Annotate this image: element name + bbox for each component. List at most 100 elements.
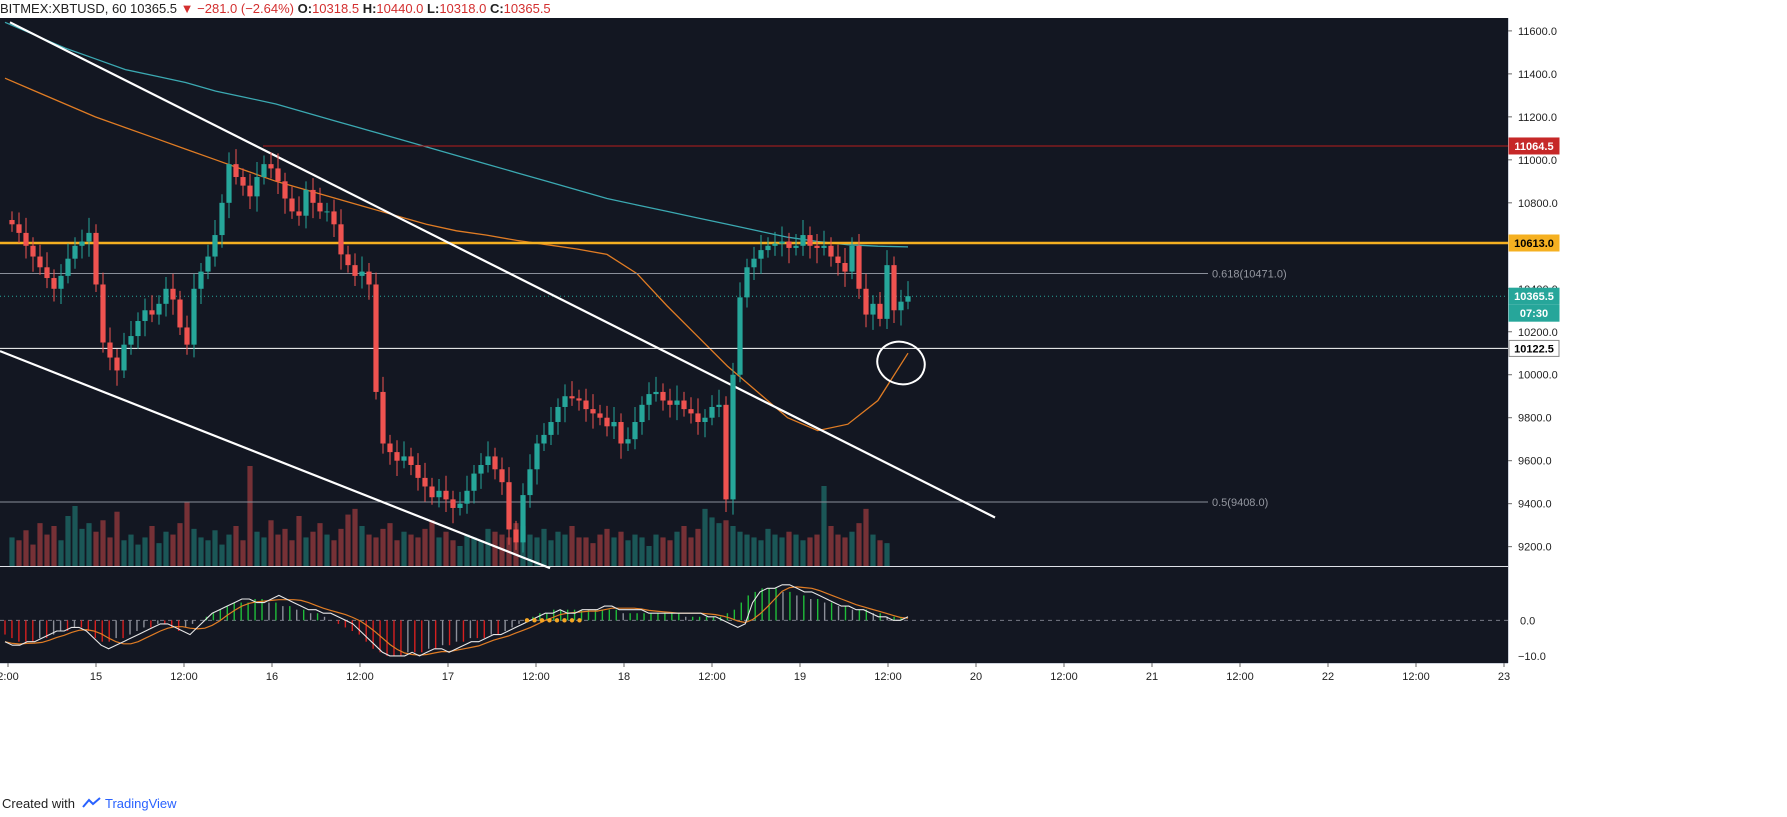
price-tag-last-bg xyxy=(1508,287,1560,305)
volume-bar xyxy=(170,534,176,566)
macd-cross-dot xyxy=(554,618,560,623)
candle-body xyxy=(23,232,29,246)
candle-body xyxy=(891,265,897,311)
candle-body xyxy=(93,232,99,285)
volume-bar xyxy=(247,466,253,566)
volume-bar xyxy=(16,540,22,566)
volume-bar xyxy=(632,534,638,566)
volume-bar xyxy=(674,531,680,566)
candle-body xyxy=(233,164,239,178)
time-tick-label: 12:00 xyxy=(1050,671,1078,683)
volume-bar xyxy=(289,540,295,566)
tradingview-link[interactable]: TradingView xyxy=(105,796,177,811)
candle-body xyxy=(317,202,323,212)
candle-body xyxy=(135,321,141,337)
candle-body xyxy=(793,245,799,248)
price-tag-red-text: 11064.5 xyxy=(1514,141,1553,153)
price-tag-last-text: 10365.5 xyxy=(1514,291,1554,303)
volume-bar xyxy=(597,534,603,566)
time-tick-label: 2:00 xyxy=(0,671,19,683)
price-tick-label: 11200.0 xyxy=(1518,112,1557,124)
time-tick-label: 23 xyxy=(1498,671,1510,683)
candle-body xyxy=(478,464,484,474)
time-tick-label: 15 xyxy=(90,671,102,683)
time-tick-label: 16 xyxy=(266,671,278,683)
candle-body xyxy=(366,271,372,285)
volume-bar xyxy=(534,537,540,566)
candle-body xyxy=(716,404,722,407)
candle-body xyxy=(121,344,127,371)
candle-body xyxy=(219,202,225,236)
candle-body xyxy=(226,164,232,203)
candle-body xyxy=(541,434,547,444)
volume-bar xyxy=(821,486,827,566)
volume-bar xyxy=(695,528,701,566)
macd-signal-line xyxy=(4,586,909,656)
candle-body xyxy=(758,250,764,259)
candle-body xyxy=(310,189,316,203)
price-axis[interactable]: 11600.011400.011200.011000.010800.010400… xyxy=(1508,26,1560,663)
candle-body xyxy=(590,409,596,414)
price-tick-label: 11400.0 xyxy=(1518,69,1557,81)
candle-body xyxy=(58,275,64,289)
volume-bar xyxy=(835,534,841,566)
time-axis[interactable]: 2:00 15 12:00 16 12:00 17 12:00 18 12:00 19 12:00 2… xyxy=(0,663,1510,683)
candle-body xyxy=(555,406,561,423)
candle-body xyxy=(198,271,204,289)
highlight-ellipse xyxy=(876,340,926,386)
candle-body xyxy=(765,245,771,251)
time-tick-label: 12:00 xyxy=(346,671,374,683)
volume-bar xyxy=(576,537,582,566)
high-value: 10440.0 xyxy=(376,1,424,16)
macd-zero-label: 0.0 xyxy=(1520,615,1535,627)
price-tick-label: 9800.0 xyxy=(1518,413,1552,425)
volume-bar xyxy=(779,537,785,566)
volume-bar xyxy=(842,537,848,566)
chart-background xyxy=(0,18,1508,663)
volume-bar xyxy=(471,537,477,566)
volume-bar xyxy=(457,546,463,566)
volume-bar xyxy=(394,540,400,566)
time-tick-label: 22 xyxy=(1322,671,1334,683)
ma-slow-line xyxy=(4,21,909,248)
candle-body xyxy=(156,303,162,315)
time-tick-label: 12:00 xyxy=(1402,671,1430,683)
volume-bar xyxy=(555,531,561,566)
volume-bar xyxy=(296,516,302,566)
time-tick-label: 12:00 xyxy=(698,671,726,683)
candle-body xyxy=(373,284,379,392)
volume-bar xyxy=(79,528,85,566)
volume-bar xyxy=(317,523,323,566)
open-value: 10318.5 xyxy=(312,1,360,16)
macd-cross-dot xyxy=(562,618,567,623)
countdown-tag-bg xyxy=(1508,304,1560,322)
volume-bar xyxy=(268,520,274,566)
candle-series xyxy=(9,149,911,553)
candle-body xyxy=(408,456,414,465)
volume-bar xyxy=(737,531,743,566)
price-tick-label: 11600.0 xyxy=(1518,26,1557,38)
volume-bar xyxy=(58,540,64,566)
volume-bar xyxy=(884,543,890,566)
candle-body xyxy=(114,357,120,371)
volume-bar xyxy=(177,523,183,566)
candle-body xyxy=(457,503,463,508)
candle-body xyxy=(387,443,393,453)
candle-body xyxy=(86,232,92,242)
volume-bar xyxy=(618,531,624,566)
time-axis-panel xyxy=(0,663,1508,792)
macd-cross-dot xyxy=(577,618,582,623)
volume-bar xyxy=(807,537,813,566)
countdown-tag-text: 07:30 xyxy=(1520,308,1548,320)
descending-trendline-lower xyxy=(0,350,551,570)
volume-bar xyxy=(149,526,155,566)
candle-body xyxy=(149,310,155,315)
volume-bar xyxy=(212,530,218,566)
volume-bar xyxy=(184,501,190,566)
chart-canvas[interactable]: 11600.011400.011200.011000.010800.010400… xyxy=(0,18,1787,792)
candle-body xyxy=(142,310,148,322)
candle-body xyxy=(191,288,197,345)
price-tag-yellow-text: 10613.0 xyxy=(1514,238,1554,250)
volume-bar xyxy=(485,528,491,566)
symbol-label[interactable]: BITMEX:XBTUSD, 60 xyxy=(0,1,127,16)
